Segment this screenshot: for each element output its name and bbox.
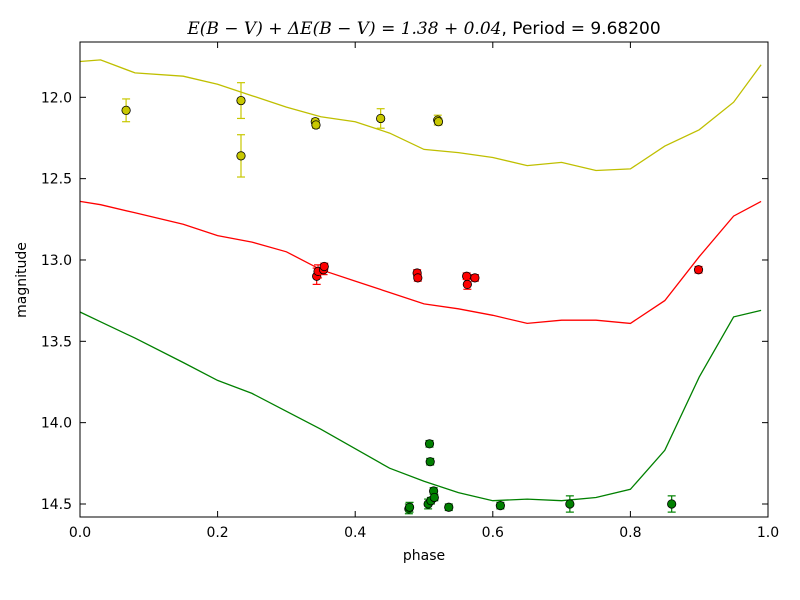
data-point <box>121 105 131 115</box>
y-axis-label: magnitude <box>14 242 30 318</box>
chart-title: E(B − V) + ΔE(B − V) = 1.38 + 0.04, Peri… <box>186 19 660 39</box>
series-0 <box>79 59 762 178</box>
series-0-point-1 <box>236 82 246 120</box>
x-tick-label-4: 0.8 <box>619 525 641 541</box>
data-point <box>429 492 439 503</box>
chart-title-math: E(B − V) + ΔE(B − V) = 1.38 + 0.04 <box>186 19 501 39</box>
data-point <box>667 499 677 509</box>
x-tick-label-3: 0.6 <box>482 525 504 541</box>
series-0-point-7 <box>433 117 444 127</box>
data-point <box>376 113 386 124</box>
data-point <box>693 265 704 275</box>
series-0-point-5 <box>376 108 386 129</box>
data-point <box>236 95 246 106</box>
data-point <box>444 502 454 512</box>
series-2-point-4 <box>425 457 435 467</box>
series-2-point-10 <box>565 495 575 513</box>
y-tick-label-2: 13.0 <box>41 253 72 269</box>
series-2-model-curve <box>79 309 762 502</box>
series-0-point-0 <box>121 98 131 123</box>
series-1-model-curve <box>79 200 762 325</box>
plot-frame <box>79 41 769 518</box>
data-point <box>404 502 415 512</box>
data-point <box>495 501 505 511</box>
series-1-point-7 <box>462 278 472 290</box>
x-tick-label-2: 0.4 <box>344 525 366 541</box>
x-tick-label-0: 0.0 <box>69 525 91 541</box>
data-point <box>319 261 329 272</box>
series-0-point-2 <box>236 134 246 178</box>
y-tick-label-5: 14.5 <box>41 497 72 513</box>
data-point <box>413 273 423 283</box>
x-tick-label-1: 0.2 <box>206 525 228 541</box>
data-point <box>236 151 246 161</box>
data-point <box>424 439 435 449</box>
series-2-point-3 <box>424 439 435 449</box>
series-2-point-1 <box>404 501 415 513</box>
series-1-point-8 <box>470 273 480 283</box>
series-1-point-3 <box>319 261 329 272</box>
data-point <box>433 117 444 127</box>
series-2-point-7 <box>429 492 439 503</box>
data-point <box>462 279 472 289</box>
x-axis-label: phase <box>403 548 445 564</box>
series-1-point-9 <box>693 265 704 275</box>
y-tick-label-3: 13.5 <box>41 334 72 350</box>
series-0-model-curve <box>79 59 762 172</box>
series-1 <box>79 200 762 325</box>
data-point <box>311 120 321 130</box>
series-1-point-6 <box>462 271 472 281</box>
data-point <box>565 499 575 509</box>
plot-content <box>79 59 762 515</box>
series-2-point-9 <box>495 501 505 511</box>
y-tick-label-0: 12.0 <box>41 90 72 106</box>
data-point <box>425 457 435 467</box>
series-1-point-5 <box>413 273 423 283</box>
y-tick-label-1: 12.5 <box>41 172 72 188</box>
chart-title-rest: , Period = 9.68200 <box>501 19 660 39</box>
series-2 <box>79 309 762 515</box>
data-point <box>470 273 480 283</box>
axis-ticks: 0.0 0.2 0.4 0.6 0.8 1.0 12.0 12.5 13.0 13.5 14.0 14… <box>41 42 779 541</box>
series-0-point-4 <box>311 120 321 130</box>
series-2-point-8 <box>444 502 454 512</box>
series-2-point-11 <box>667 495 677 513</box>
x-tick-label-5: 1.0 <box>757 525 779 541</box>
y-tick-label-4: 14.0 <box>41 416 72 432</box>
